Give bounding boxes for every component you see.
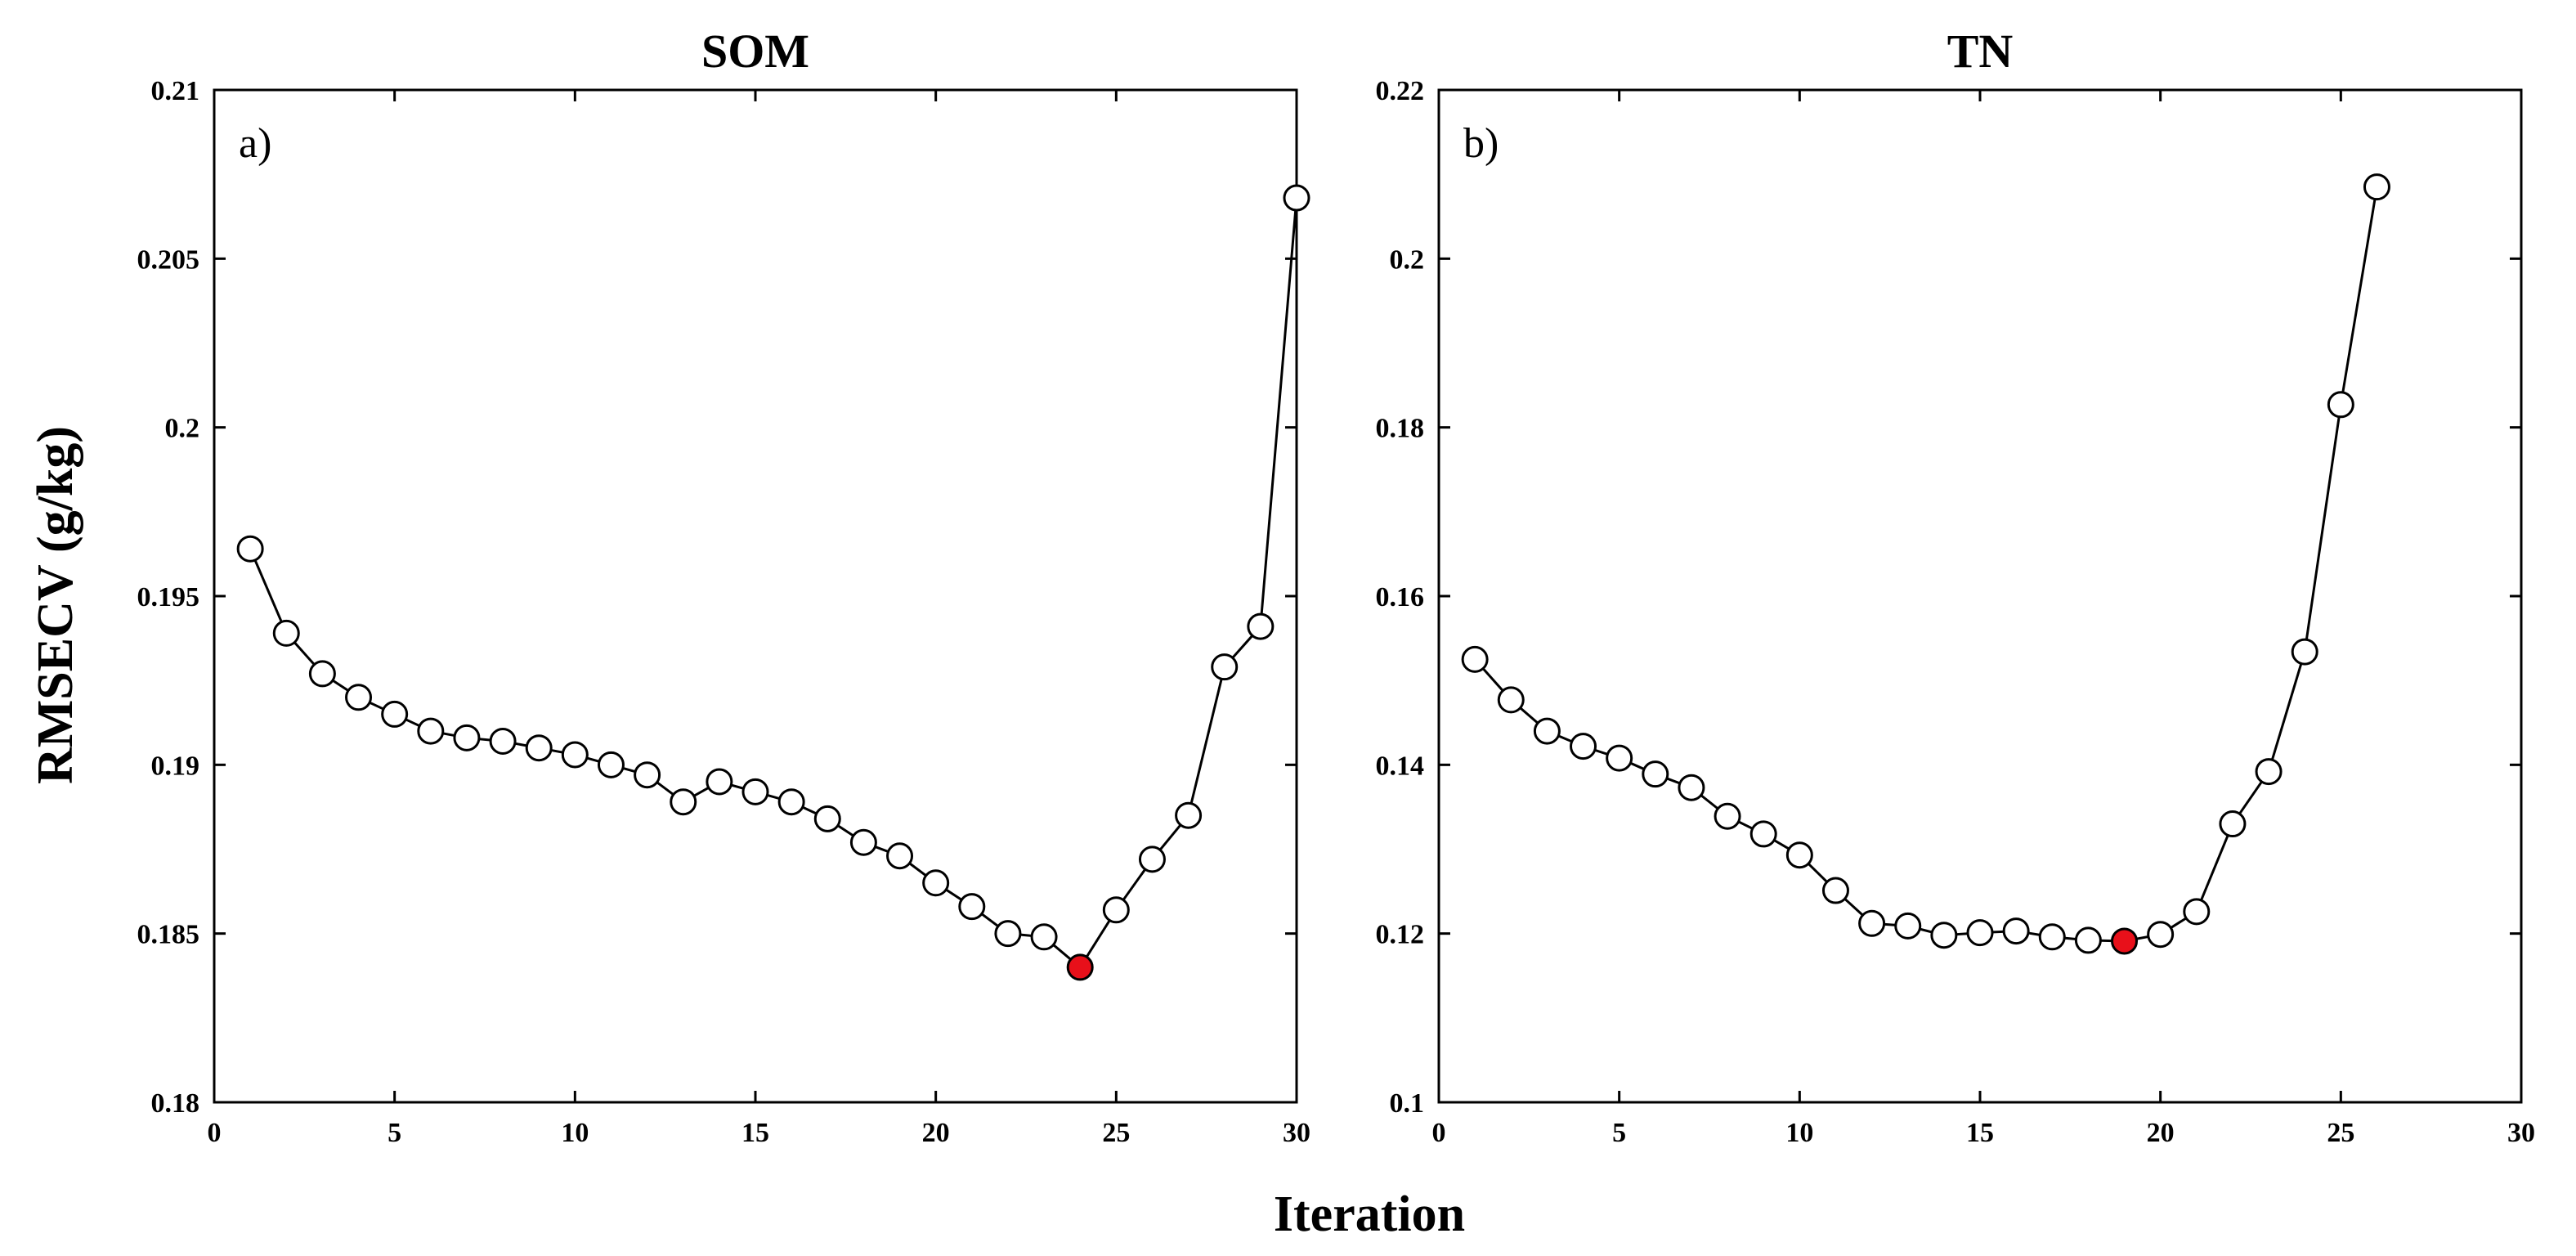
y-tick-label: 0.14 xyxy=(1376,751,1425,781)
data-point-marker xyxy=(2074,926,2102,954)
x-tick-label: 25 xyxy=(2327,1118,2354,1148)
data-point-marker xyxy=(922,869,950,897)
y-tick-label: 0.19 xyxy=(151,751,200,781)
x-tick-label: 30 xyxy=(1283,1118,1310,1148)
data-point-marker xyxy=(417,717,445,745)
y-tick-label: 0.16 xyxy=(1376,582,1425,612)
data-point-marker xyxy=(634,761,661,789)
data-point-marker xyxy=(1138,846,1166,873)
data-point-marker xyxy=(1030,923,1058,951)
data-point-marker xyxy=(1102,896,1130,924)
data-point-marker xyxy=(1570,733,1597,760)
data-point-marker xyxy=(2038,923,2066,951)
data-point-marker xyxy=(1175,801,1203,829)
data-point-marker xyxy=(958,893,986,921)
data-point-marker xyxy=(1966,919,1994,947)
data-point-marker xyxy=(1642,760,1669,788)
data-point-marker xyxy=(1497,686,1525,714)
y-tick-label: 0.195 xyxy=(137,582,200,612)
data-point-marker xyxy=(813,805,841,832)
x-tick-label: 10 xyxy=(561,1118,589,1148)
data-point-marker xyxy=(1247,612,1275,640)
data-point-marker xyxy=(1606,744,1633,772)
data-point-marker xyxy=(2147,921,2175,949)
data-point-marker xyxy=(1211,653,1239,681)
y-axis-label: RMSECV (g/kg) xyxy=(28,426,83,784)
y-tick-label: 0.18 xyxy=(151,1088,200,1119)
y-tick-label: 0.2 xyxy=(165,414,200,444)
data-point-marker xyxy=(2363,173,2390,201)
panel-tn: 0 5 10 15 20 25 30 0.1 0.12 0.14 0.16 0.18 0.2 0.22 TN… xyxy=(1376,25,2536,1148)
data-point-marker xyxy=(706,768,733,796)
y-tick-label: 0.21 xyxy=(151,76,200,106)
data-point-marker xyxy=(886,842,914,870)
panel-som: 0 5 10 15 20 25 30 0.18 0.185 0.19 0.195 0.2 0.205 0.… xyxy=(137,25,1311,1148)
data-point-marker xyxy=(2183,898,2211,926)
data-point-marker xyxy=(1930,922,1958,949)
data-point-marker xyxy=(2255,758,2283,786)
data-point-marker xyxy=(489,727,517,755)
y-tick-label: 0.1 xyxy=(1390,1088,1425,1119)
y-tick-label: 0.22 xyxy=(1376,76,1425,106)
data-point-marker xyxy=(1858,909,1886,937)
data-point-marker xyxy=(1714,802,1741,830)
x-tick-label: 30 xyxy=(2507,1118,2535,1148)
x-tick-label: 15 xyxy=(1966,1118,1994,1148)
x-tick-label: 15 xyxy=(741,1118,769,1148)
data-point-marker xyxy=(849,828,877,856)
x-tick-label: 5 xyxy=(1612,1118,1626,1148)
x-tick-label: 20 xyxy=(2147,1118,2175,1148)
panel-letter: a) xyxy=(239,120,271,167)
data-point-marker xyxy=(2327,391,2354,419)
data-point-marker xyxy=(345,684,373,711)
data-point-marker xyxy=(2219,810,2247,838)
data-point-marker xyxy=(2291,638,2318,666)
data-point-marker xyxy=(777,788,805,816)
data-point-marker xyxy=(670,788,697,816)
data-point-marker xyxy=(1283,184,1310,212)
x-tick-label: 0 xyxy=(1432,1118,1446,1148)
data-point-marker xyxy=(272,619,300,647)
x-tick-label: 5 xyxy=(388,1118,401,1148)
data-point-marker xyxy=(236,535,264,563)
data-point-marker xyxy=(1678,774,1705,801)
data-point-marker xyxy=(1821,877,1849,904)
data-point-marker xyxy=(1461,645,1489,673)
y-tick-label: 0.2 xyxy=(1390,244,1425,275)
data-point-marker xyxy=(561,741,589,769)
panel-title: SOM xyxy=(701,25,809,78)
data-point-marker xyxy=(2002,917,2030,945)
x-tick-label: 25 xyxy=(1102,1118,1130,1148)
optimal-point-marker xyxy=(1066,953,1094,981)
y-tick-label: 0.185 xyxy=(137,920,200,950)
x-tick-label: 0 xyxy=(208,1118,222,1148)
x-axis-label: Iteration xyxy=(1274,1186,1465,1242)
data-point-marker xyxy=(994,920,1022,948)
y-tick-label: 0.18 xyxy=(1376,414,1425,444)
data-point-marker xyxy=(453,724,481,751)
data-point-marker xyxy=(381,700,409,728)
data-point-marker xyxy=(308,660,336,688)
y-tick-label: 0.12 xyxy=(1376,920,1425,950)
x-tick-label: 20 xyxy=(922,1118,950,1148)
panel-letter: b) xyxy=(1463,120,1499,167)
data-point-marker xyxy=(741,778,769,805)
optimal-point-marker xyxy=(2111,927,2139,955)
data-point-marker xyxy=(597,751,625,778)
data-point-marker xyxy=(1785,841,1813,869)
data-point-marker xyxy=(1749,820,1777,848)
x-tick-label: 10 xyxy=(1785,1118,1813,1148)
data-point-marker xyxy=(525,734,553,762)
y-tick-label: 0.205 xyxy=(137,244,200,275)
data-point-marker xyxy=(1533,717,1561,745)
data-point-marker xyxy=(1894,912,1922,940)
panel-title: TN xyxy=(1947,25,2014,78)
